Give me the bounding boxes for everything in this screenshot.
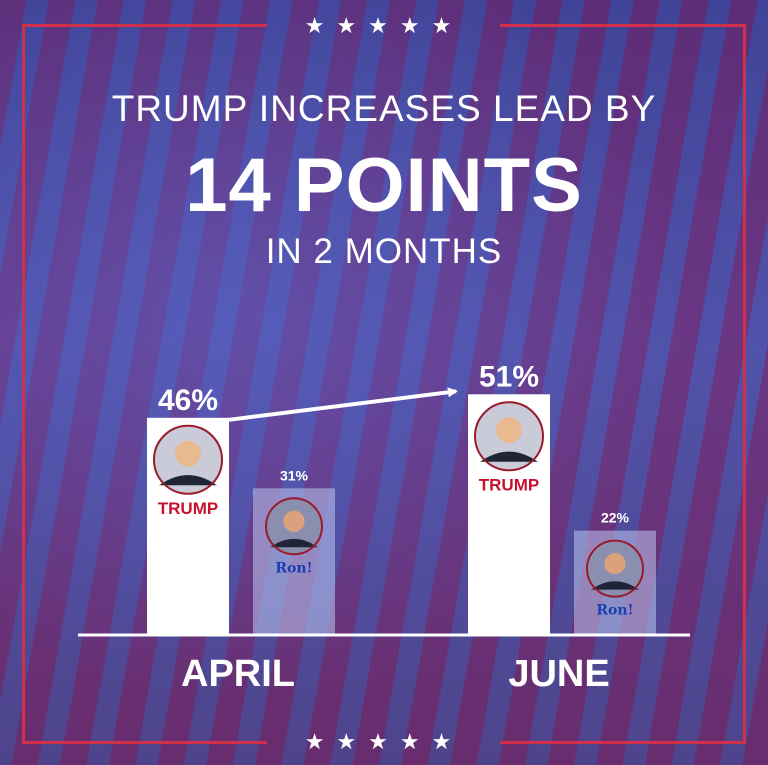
frame-top-left [22, 24, 267, 27]
headline-line-3: IN 2 MONTHS [265, 232, 503, 271]
trump-avatar-icon [153, 424, 223, 495]
headline-line-1: TRUMP INCREASES LEAD BY [111, 88, 657, 129]
ron-avatar-icon [265, 497, 323, 556]
frame-bottom-left [22, 741, 267, 744]
ron-avatar-icon [586, 539, 644, 598]
trump-avatar-icon [474, 401, 544, 472]
stars-bottom-icon: ★★★★★ [304, 730, 464, 755]
headline-line-2: 14 POINTS [185, 143, 583, 228]
lead-arrow-icon [228, 387, 458, 422]
frame-bottom-right [500, 741, 746, 744]
value-label-ron-april: 31% [280, 467, 309, 483]
stars-top-icon: ★★★★★ [304, 14, 464, 39]
value-label-trump-april: 46% [158, 384, 218, 417]
category-label-april: APRIL [181, 653, 295, 695]
frame-left [22, 24, 25, 744]
ron-name-label: Ron! [275, 560, 312, 576]
ron-name-label: Ron! [596, 603, 633, 619]
trump-name-label: TRUMP [479, 475, 539, 494]
frame-right [743, 24, 746, 744]
category-label-june: JUNE [508, 653, 609, 695]
value-label-ron-june: 22% [601, 510, 630, 526]
trump-name-label: TRUMP [158, 499, 218, 518]
frame-top-right [500, 24, 746, 27]
value-label-trump-june: 51% [479, 360, 539, 393]
